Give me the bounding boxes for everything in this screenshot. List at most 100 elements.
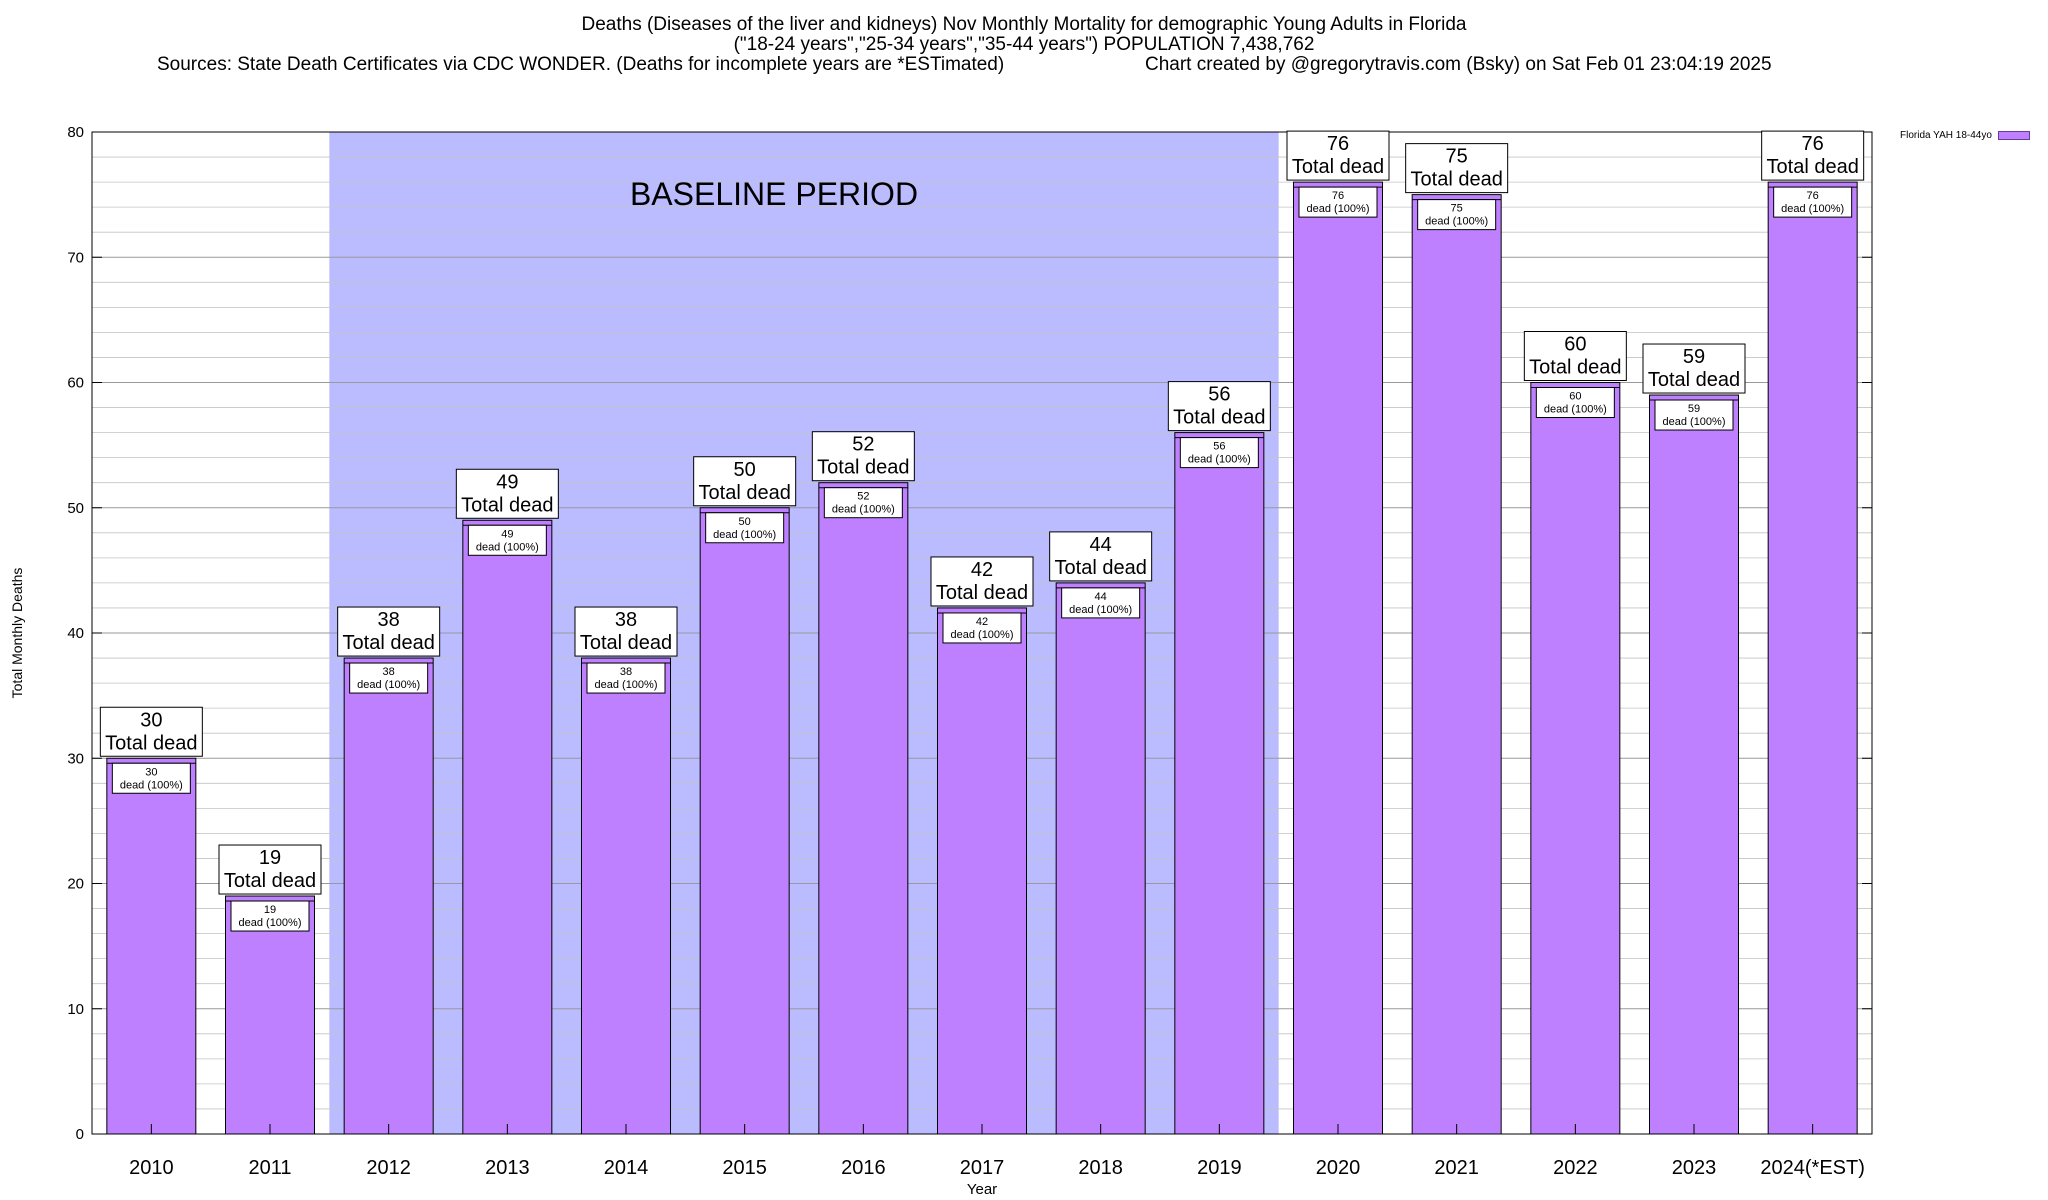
- outer-label-value: 38: [378, 609, 400, 631]
- outer-label-box: [693, 456, 797, 507]
- outer-label-box: [99, 706, 203, 757]
- inner-label-text: dead (100%): [239, 917, 302, 929]
- inner-label-text: dead (100%): [1188, 454, 1251, 466]
- inner-label-box: [1179, 437, 1259, 469]
- y-tick-label: 40: [67, 625, 84, 642]
- inner-label-text: dead (100%): [357, 679, 420, 691]
- outer-label-value: 19: [259, 847, 281, 869]
- inner-label-value: 30: [145, 766, 157, 778]
- outer-label-value: 59: [1683, 346, 1705, 368]
- inner-label-box: [1061, 587, 1141, 619]
- chart-title: Deaths (Diseases of the liver and kidney…: [581, 14, 1467, 35]
- inner-label-box: [705, 512, 785, 544]
- x-tick-label: 2024(*EST): [1760, 1157, 1865, 1179]
- outer-label-text: Total dead: [1173, 407, 1265, 429]
- inner-label-text: dead (100%): [951, 629, 1014, 641]
- inner-label-box: [1773, 186, 1853, 218]
- inner-label-box: [1535, 387, 1615, 418]
- inner-label-value: 52: [857, 491, 869, 503]
- outer-label-value: 49: [496, 471, 518, 493]
- inner-label-value: 59: [1688, 403, 1700, 415]
- inner-label-text: dead (100%): [713, 529, 776, 541]
- inner-label-value: 60: [1569, 391, 1581, 403]
- outer-label-text: Total dead: [224, 870, 316, 892]
- bar: [343, 657, 434, 1135]
- outer-label-value: 38: [615, 609, 637, 631]
- outer-label-box: [1642, 343, 1746, 394]
- x-tick-label: 2022: [1553, 1157, 1598, 1179]
- outer-label-value: 75: [1446, 146, 1468, 168]
- chart-legend: Florida YAH 18-44yo: [1900, 130, 2030, 141]
- x-tick-label: 2010: [129, 1157, 174, 1179]
- inner-label-box: [349, 662, 429, 694]
- inner-label-text: dead (100%): [476, 541, 539, 553]
- x-tick-label: 2020: [1316, 1157, 1361, 1179]
- outer-label-value: 52: [852, 434, 874, 456]
- y-tick-label: 10: [67, 1001, 84, 1018]
- outer-label-box: [1761, 130, 1865, 181]
- legend-label: Florida YAH 18-44yo: [1900, 130, 1992, 141]
- inner-label-box: [586, 662, 666, 694]
- chart-credit: Chart created by @gregorytravis.com (Bsk…: [1145, 54, 1772, 75]
- y-tick-label: 60: [67, 375, 84, 392]
- x-tick-label: 2014: [604, 1157, 649, 1179]
- chart-sources: Sources: State Death Certificates via CD…: [157, 54, 1005, 75]
- outer-label-box: [1167, 381, 1271, 432]
- x-tick-label: 2023: [1672, 1157, 1717, 1179]
- outer-label-text: Total dead: [936, 582, 1028, 604]
- inner-label-box: [111, 762, 191, 794]
- inner-label-value: 76: [1332, 190, 1344, 202]
- outer-label-value: 30: [140, 709, 162, 731]
- outer-label-box: [1523, 331, 1627, 381]
- baseline-label: BASELINE PERIOD: [630, 176, 918, 212]
- outer-label-text: Total dead: [580, 632, 672, 654]
- inner-label-box: [823, 487, 903, 519]
- inner-label-value: 49: [501, 528, 513, 540]
- inner-label-value: 38: [383, 666, 395, 678]
- inner-label-text: dead (100%): [1069, 604, 1132, 616]
- outer-label-value: 56: [1208, 384, 1230, 406]
- outer-label-value: 76: [1327, 133, 1349, 155]
- inner-label-value: 50: [739, 516, 751, 528]
- outer-label-box: [337, 606, 441, 657]
- outer-label-text: Total dead: [1292, 156, 1384, 178]
- inner-label-box: [230, 900, 310, 932]
- bar: [106, 757, 197, 1135]
- outer-label-text: Total dead: [1767, 156, 1859, 178]
- bar: [1530, 382, 1621, 1135]
- bar: [699, 507, 790, 1135]
- y-tick-label: 0: [76, 1126, 84, 1143]
- outer-label-box: [455, 468, 559, 519]
- y-tick-label: 30: [67, 750, 84, 767]
- outer-label-box: [1405, 143, 1509, 194]
- bar: [225, 895, 315, 1135]
- x-tick-label: 2018: [1078, 1157, 1123, 1179]
- y-tick-label: 50: [67, 500, 84, 517]
- bar: [1411, 194, 1502, 1135]
- legend-swatch: [1997, 130, 2030, 140]
- outer-label-value: 60: [1564, 334, 1586, 356]
- x-tick-label: 2021: [1434, 1157, 1479, 1179]
- x-tick-label: 2012: [366, 1157, 411, 1179]
- inner-label-text: dead (100%): [1544, 404, 1607, 416]
- inner-label-value: 56: [1213, 441, 1225, 453]
- outer-label-text: Total dead: [699, 482, 791, 504]
- inner-label-text: dead (100%): [1663, 416, 1726, 428]
- bar: [1293, 181, 1383, 1135]
- outer-label-text: Total dead: [105, 732, 197, 754]
- inner-label-value: 44: [1095, 591, 1107, 603]
- outer-label-box: [218, 844, 322, 895]
- bar: [937, 607, 1027, 1135]
- outer-label-box: [930, 556, 1034, 607]
- bar: [818, 482, 909, 1135]
- bar: [462, 519, 553, 1135]
- outer-label-text: Total dead: [1411, 169, 1503, 191]
- x-tick-label: 2019: [1197, 1157, 1242, 1179]
- inner-label-text: dead (100%): [1307, 203, 1370, 215]
- inner-label-value: 76: [1807, 190, 1819, 202]
- y-tick-label: 80: [67, 124, 84, 141]
- bar: [1174, 432, 1265, 1135]
- outer-label-text: Total dead: [461, 494, 553, 516]
- inner-label-box: [1298, 186, 1378, 218]
- outer-label-value: 42: [971, 559, 993, 581]
